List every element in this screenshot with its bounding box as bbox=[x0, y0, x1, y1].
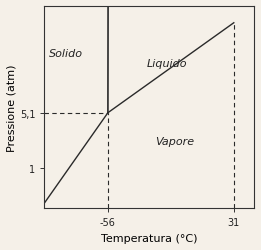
Y-axis label: Pressione (atm): Pressione (atm) bbox=[7, 64, 17, 151]
Text: Solido: Solido bbox=[49, 48, 83, 58]
Text: Liquido: Liquido bbox=[147, 59, 187, 69]
X-axis label: Temperatura (°C): Temperatura (°C) bbox=[101, 233, 197, 243]
Text: Vapore: Vapore bbox=[155, 136, 194, 146]
